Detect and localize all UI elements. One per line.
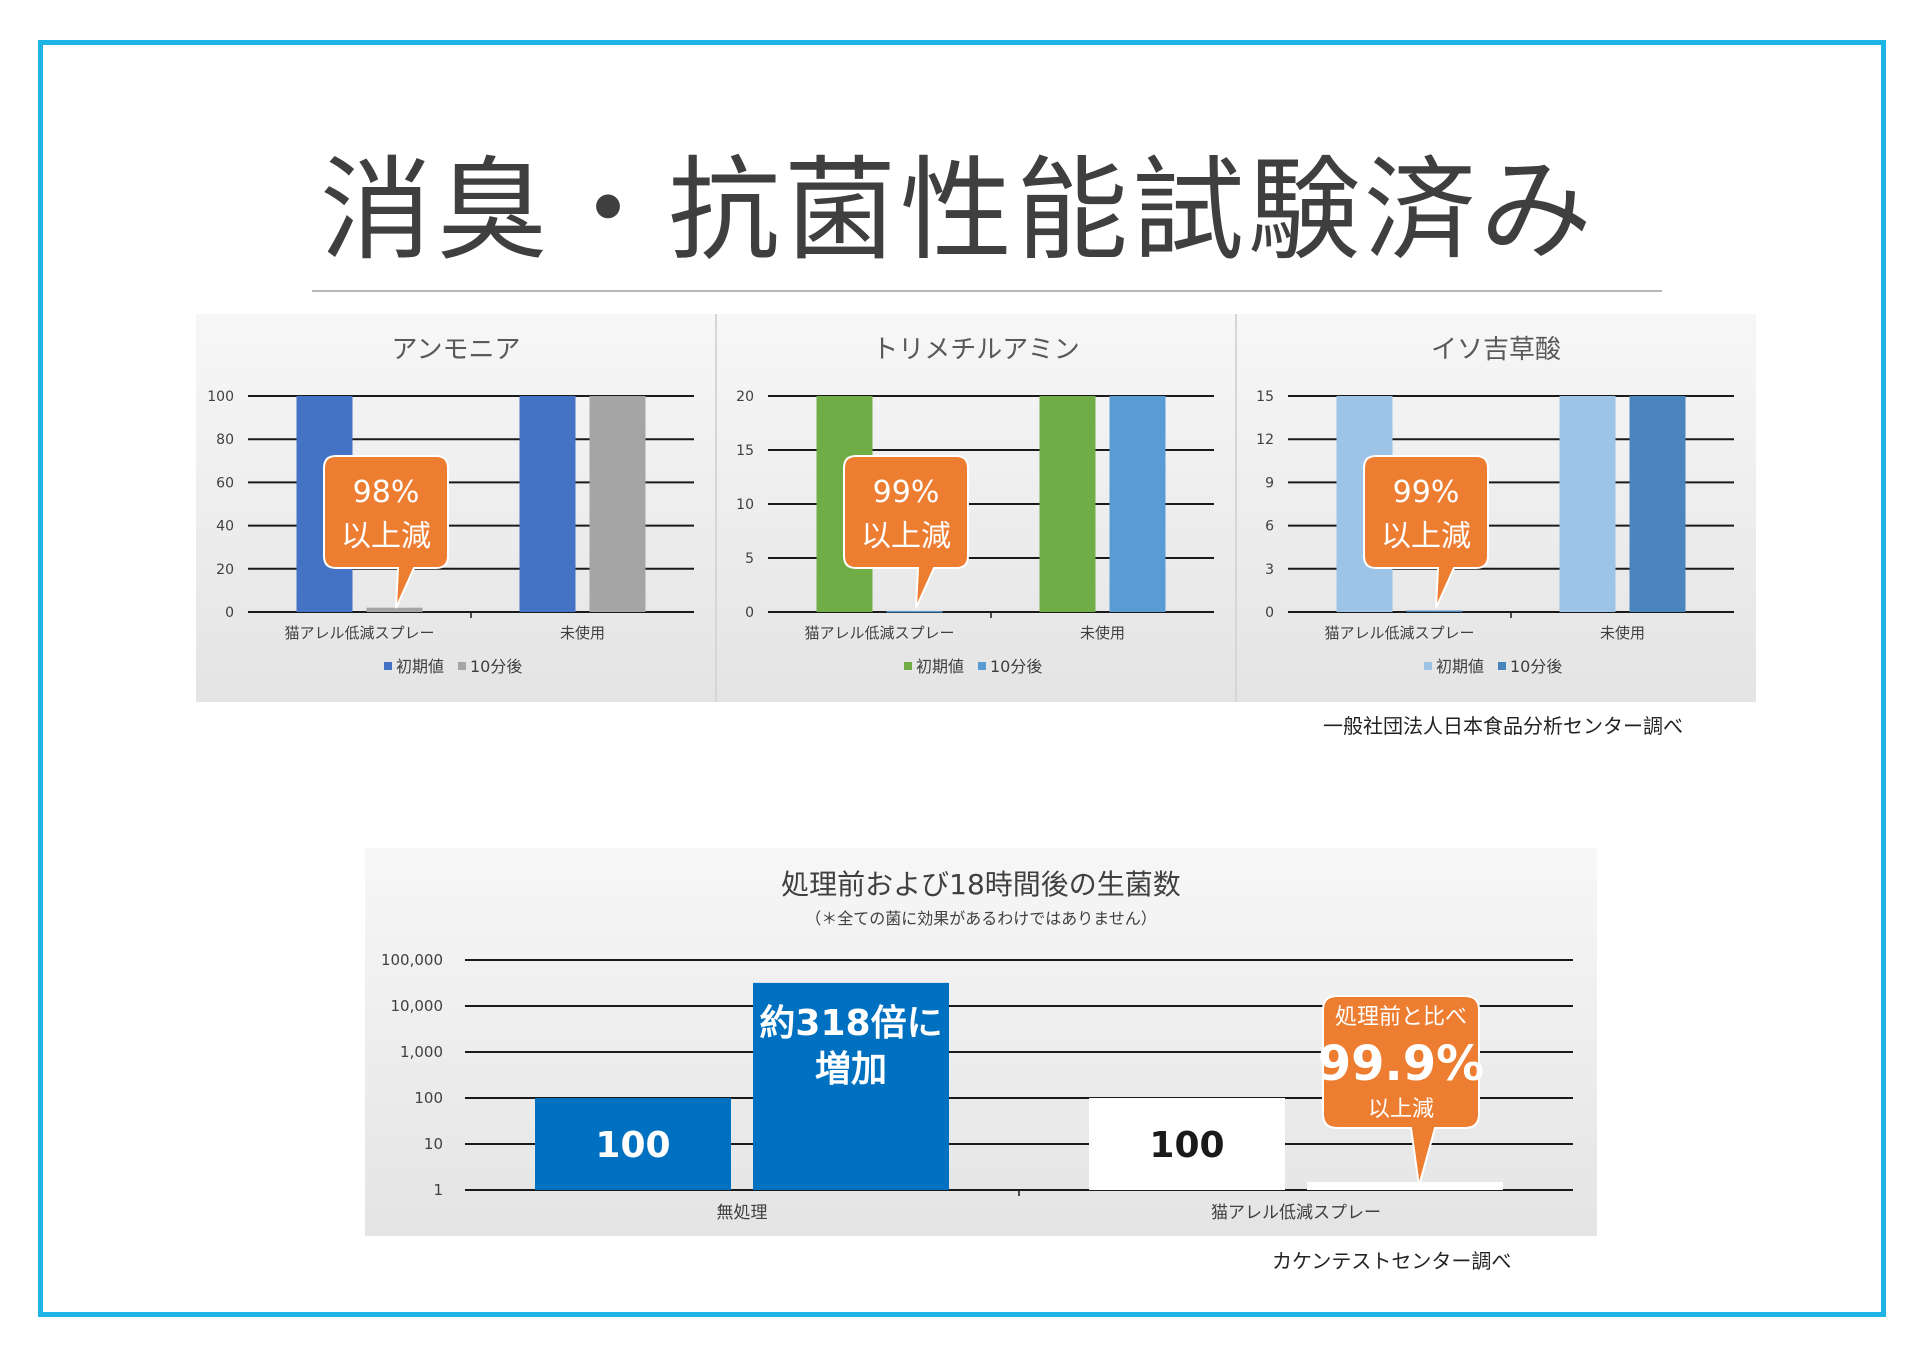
- bar-after-18h: [1307, 1181, 1503, 1190]
- callout-text: 99.9%: [1318, 1036, 1485, 1092]
- legend-label: 初期値: [916, 657, 964, 676]
- chart-title: イソ吉草酸: [1431, 335, 1561, 365]
- y-tick-label: 10: [736, 497, 754, 513]
- callout-text: 以上減: [1381, 519, 1471, 554]
- legend-swatch: [384, 662, 392, 670]
- callout-bubble: 処理前と比べ 99.9% 以上減: [1318, 995, 1485, 1187]
- callout-shape: [323, 455, 449, 609]
- callout-bubble: 98% 以上減: [323, 455, 449, 609]
- x-tick-label: 猫アレル低減スプレー: [284, 624, 434, 642]
- y-tick-label: 12: [1256, 432, 1274, 448]
- x-tick-label: 未使用: [1600, 624, 1645, 642]
- bar-data-label: 増加: [815, 1049, 887, 1090]
- legend-swatch: [978, 662, 986, 670]
- bar-after: [1406, 610, 1463, 613]
- bar-after: [886, 610, 943, 613]
- x-tick-label: 未使用: [1080, 624, 1125, 642]
- source-note-bottom: カケンテストセンター調べ: [1272, 1249, 1512, 1273]
- y-tick-label: 10: [424, 1135, 443, 1153]
- chart-title: 処理前および18時間後の生菌数: [781, 868, 1181, 901]
- bar-after: [1629, 396, 1686, 612]
- y-tick-label: 0: [225, 605, 234, 621]
- y-tick-label: 15: [736, 443, 754, 459]
- y-tick-label: 6: [1265, 519, 1274, 535]
- callout-shape: [1363, 455, 1489, 609]
- legend-label: 10分後: [470, 657, 522, 676]
- bar-before: [1089, 1098, 1285, 1190]
- callout-text: 以上減: [1368, 1097, 1434, 1122]
- y-tick-label: 80: [216, 432, 234, 448]
- legend-label: 初期値: [396, 657, 444, 676]
- y-tick-label: 9: [1265, 475, 1274, 491]
- y-tick-label: 0: [1265, 605, 1274, 621]
- y-tick-label: 20: [216, 562, 234, 578]
- callout-bubble: 99% 以上減: [1363, 455, 1489, 609]
- y-tick-label: 3: [1265, 562, 1274, 578]
- y-tick-label: 100: [207, 389, 234, 405]
- callout-text: 98%: [353, 475, 420, 510]
- callout-text: 99%: [873, 475, 940, 510]
- page-border: [38, 40, 1886, 1317]
- bar-initial: [1039, 396, 1096, 612]
- y-tick-label: 20: [736, 389, 754, 405]
- y-tick-label: 100,000: [381, 951, 443, 969]
- callout-bubble: 99% 以上減: [843, 455, 969, 609]
- x-tick-label: 無処理: [717, 1203, 768, 1223]
- title-divider: [312, 290, 1662, 292]
- callout-shape: [843, 455, 969, 609]
- bacteria-chart-panel: 処理前および18時間後の生菌数 （＊全ての菌に効果があるわけではありません） 1 10…: [365, 848, 1597, 1236]
- y-tick-label: 60: [216, 475, 234, 491]
- bar-after: [366, 607, 423, 612]
- bar-data-label: 100: [1149, 1125, 1224, 1166]
- callout-text: 以上減: [341, 519, 431, 554]
- page-title: 消臭・抗菌性能試験済み: [320, 146, 1596, 276]
- y-tick-label: 15: [1256, 389, 1274, 405]
- y-tick-label: 5: [745, 551, 754, 567]
- chart-title: アンモニア: [392, 335, 521, 365]
- legend-swatch: [1498, 662, 1506, 670]
- x-tick-label: 猫アレル低減スプレー: [804, 624, 954, 642]
- y-tick-label: 1: [433, 1181, 443, 1199]
- y-tick-label: 100: [414, 1089, 443, 1107]
- bar-initial: [519, 396, 576, 612]
- bacteria-chart-svg: 処理前および18時間後の生菌数 （＊全ての菌に効果があるわけではありません） 1 10…: [381, 868, 1573, 1223]
- x-tick-label: 未使用: [560, 624, 605, 642]
- callout-text: 処理前と比べ: [1335, 1005, 1467, 1030]
- bar-data-label: 約318倍に: [759, 1003, 942, 1044]
- y-tick-label: 10,000: [391, 997, 444, 1015]
- bar-data-label: 100: [595, 1125, 670, 1166]
- legend-label: 10分後: [990, 657, 1042, 676]
- bar-before: [535, 1098, 731, 1190]
- bar-after: [1109, 396, 1166, 612]
- callout-text: 以上減: [861, 519, 951, 554]
- chart-title: トリメチルアミン: [872, 335, 1079, 365]
- chart-subtitle: （＊全ての菌に効果があるわけではありません）: [805, 909, 1157, 928]
- bar-after: [589, 396, 646, 612]
- callout-text: 99%: [1393, 475, 1460, 510]
- legend-label: 10分後: [1510, 657, 1562, 676]
- legend-swatch: [458, 662, 466, 670]
- y-tick-label: 1,000: [400, 1043, 443, 1061]
- y-tick-label: 40: [216, 519, 234, 535]
- bar-after-18h: [753, 982, 949, 1190]
- x-tick-label: 猫アレル低減スプレー: [1324, 624, 1474, 642]
- callout-shape: [1322, 995, 1480, 1187]
- x-tick-label: 猫アレル低減スプレー: [1211, 1203, 1381, 1223]
- odor-charts-panel: アンモニア 0 20 40 60 80 100 猫アレル低減スプレー 未使用 初期値 10分後 98%…: [196, 314, 1756, 702]
- legend-swatch: [1424, 662, 1432, 670]
- bar-initial: [1559, 396, 1616, 612]
- legend-label: 初期値: [1436, 657, 1484, 676]
- y-tick-label: 0: [745, 605, 754, 621]
- source-note-top: 一般社団法人日本食品分析センター調べ: [1323, 714, 1683, 738]
- legend-swatch: [904, 662, 912, 670]
